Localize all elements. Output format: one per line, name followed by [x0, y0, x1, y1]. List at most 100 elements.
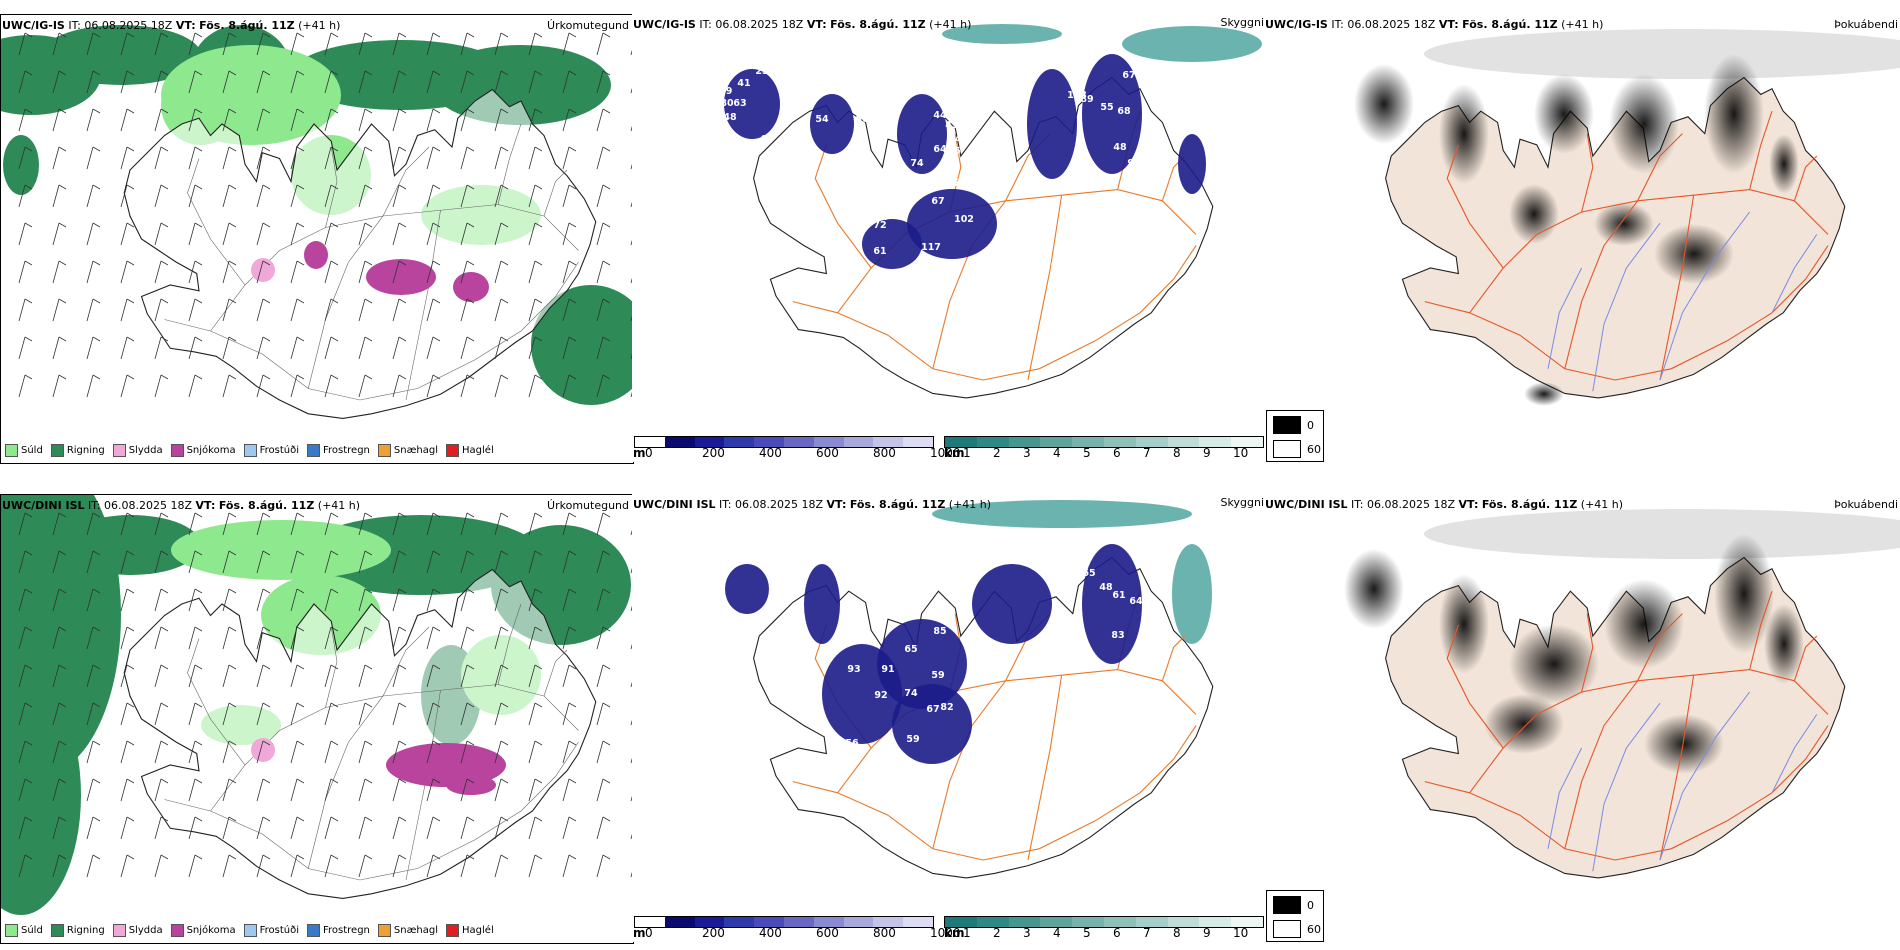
wind-barb-staff	[86, 664, 94, 688]
snow-depth-label: 67	[926, 704, 939, 715]
wind-barb-staff	[528, 740, 536, 764]
wind-barb-staff	[86, 374, 94, 398]
wind-barb-flag	[296, 298, 305, 304]
wind-barb-flag	[24, 260, 33, 266]
wind-barb-staff	[596, 108, 604, 132]
snow-depth-area	[1178, 134, 1206, 194]
wind-barb-staff	[18, 32, 26, 56]
wind-barb-flag	[398, 222, 407, 228]
wind-barb	[256, 184, 271, 208]
wind-barb-staff	[426, 70, 434, 94]
wind-barb-flag	[228, 664, 237, 670]
wind-barb	[358, 146, 373, 170]
vis-scale-bar-row0	[944, 436, 1264, 448]
fog-dense-area	[1439, 574, 1489, 674]
wind-barb-staff	[256, 108, 264, 132]
wind-barb	[120, 298, 135, 322]
wind-barb-flag	[330, 816, 339, 822]
wind-barb-staff	[528, 184, 536, 208]
wind-barb-staff	[562, 70, 570, 94]
precip-legend-label: Rigning	[66, 925, 105, 936]
wind-barb-flag	[330, 70, 339, 76]
wind-barb-flag	[534, 512, 543, 518]
precip-legend-item: Rigning	[50, 924, 105, 937]
wind-barb	[494, 512, 509, 536]
wind-barb-flag	[432, 588, 441, 594]
wind-barb	[324, 70, 339, 94]
wind-barb	[596, 32, 611, 56]
wind-barb-staff	[596, 854, 604, 878]
wind-barb-staff	[596, 588, 604, 612]
snow-depth-label: 56	[845, 738, 859, 749]
snow-depth-label: 61	[873, 246, 886, 257]
wind-barb-flag	[58, 702, 67, 708]
wind-barb-staff	[358, 854, 366, 878]
wind-barb-staff	[222, 740, 230, 764]
wind-barb	[290, 70, 305, 94]
wind-barb-flag	[24, 740, 33, 746]
scale-tick-label: 2	[993, 926, 1001, 940]
wind-barb-flag	[500, 664, 509, 670]
wind-barb-flag	[500, 184, 509, 190]
road-line	[1446, 144, 1504, 269]
wind-barb-staff	[120, 778, 128, 802]
wind-barb-flag	[194, 702, 203, 708]
fog-dense-area	[1344, 549, 1404, 629]
wind-barb-staff	[256, 222, 264, 246]
wind-barb-flag	[398, 108, 407, 114]
wind-barb-staff	[324, 550, 332, 574]
wind-barb	[18, 32, 33, 56]
wind-barb-flag	[432, 146, 441, 152]
wind-barb	[426, 260, 441, 284]
vis-scale-step	[1072, 917, 1104, 927]
wind-barb-flag	[160, 816, 169, 822]
wind-barb-flag	[58, 588, 67, 594]
wind-barb	[290, 854, 305, 878]
road-line	[1161, 635, 1186, 681]
wind-barb-flag	[534, 374, 543, 380]
snow-area	[366, 259, 436, 295]
wind-barb	[18, 588, 33, 612]
wind-barb-staff	[18, 298, 26, 322]
wind-barb	[358, 298, 373, 322]
wind-barb	[290, 374, 305, 398]
wind-barb	[596, 740, 611, 764]
wind-barb	[426, 854, 441, 878]
scale-tick-label: 3	[1023, 446, 1031, 460]
wind-barb-flag	[330, 740, 339, 746]
wind-barb-flag	[228, 854, 237, 860]
precip-legend-item: Snjókoma	[170, 924, 236, 937]
wind-barb-flag	[466, 184, 475, 190]
wind-barb-flag	[24, 816, 33, 822]
wind-barb-staff	[324, 626, 332, 650]
wind-barb-staff	[290, 298, 298, 322]
precip-legend-item: Snæhagl	[377, 924, 438, 937]
wind-barb	[392, 512, 407, 536]
snow-depth-area	[804, 564, 840, 644]
wind-barb	[154, 222, 169, 246]
precip-title-row0: Úrkomutegund	[547, 19, 629, 32]
wind-barb-staff	[426, 260, 434, 284]
wind-barb-flag	[58, 626, 67, 632]
wind-barb	[86, 740, 101, 764]
snow-depth-label: 58	[705, 574, 719, 585]
scale-tick-label: 6	[1113, 446, 1121, 460]
wind-barb-flag	[262, 184, 271, 190]
wind-barb-flag	[296, 374, 305, 380]
wind-barb-staff	[86, 702, 94, 726]
wind-barb	[52, 336, 67, 360]
wind-barb-staff	[290, 146, 298, 170]
wind-barb-staff	[596, 816, 604, 840]
wind-barb-flag	[330, 260, 339, 266]
river-line	[1547, 747, 1583, 849]
wind-barb-staff	[562, 702, 570, 726]
scale-tick-label: 1	[963, 926, 971, 940]
wind-barb-flag	[602, 512, 611, 518]
scale-tick-label: km	[944, 446, 965, 460]
wind-barb-staff	[426, 108, 434, 132]
wind-barb-staff	[290, 702, 298, 726]
wind-barb-flag	[568, 374, 577, 380]
wind-barb	[528, 146, 543, 170]
wind-barb-flag	[330, 32, 339, 38]
wind-barb-staff	[256, 298, 264, 322]
